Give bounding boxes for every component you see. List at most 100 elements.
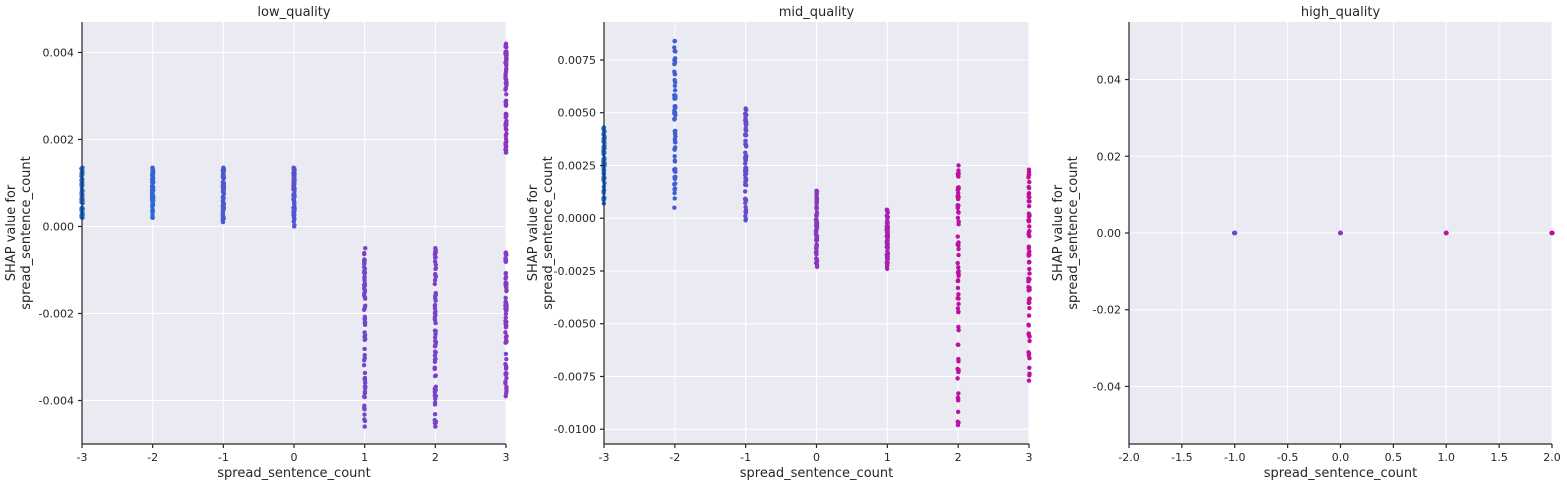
data-point (956, 219, 961, 224)
data-point (885, 254, 890, 259)
x-tick-label: -2.0 (1118, 451, 1139, 464)
data-point (432, 338, 438, 344)
data-point (814, 256, 819, 261)
x-tick-label: 1.5 (1490, 451, 1508, 464)
data-point (292, 188, 297, 193)
data-point (362, 384, 368, 389)
data-point (956, 210, 961, 215)
y-tick-label: 0.0075 (558, 54, 597, 67)
data-point (432, 317, 438, 322)
y-tick-label: 0.002 (43, 133, 75, 146)
y-axis-label-line1: SHAP value for (4, 184, 19, 281)
data-point (743, 182, 748, 187)
data-point (673, 134, 678, 139)
data-point (955, 203, 960, 208)
data-point (814, 205, 819, 211)
data-point (432, 277, 438, 283)
data-point (956, 246, 961, 252)
data-point (433, 424, 438, 429)
data-point (1027, 305, 1032, 311)
data-point (743, 141, 748, 147)
data-point (672, 88, 678, 93)
x-tick-label: 0 (291, 451, 298, 464)
data-point (433, 266, 438, 272)
data-point (672, 103, 678, 109)
data-point (503, 85, 509, 91)
data-point (672, 190, 677, 196)
x-tick-label: 1 (361, 451, 368, 464)
data-point (1026, 331, 1031, 336)
data-point (503, 251, 508, 256)
data-point (956, 252, 961, 258)
data-point (362, 295, 368, 300)
data-point (1550, 230, 1555, 236)
data-point (743, 178, 749, 183)
data-point (814, 212, 819, 217)
data-point (672, 45, 677, 50)
data-point (362, 314, 368, 319)
x-tick-label: -1.5 (1171, 451, 1192, 464)
data-point (291, 171, 297, 176)
data-point (504, 323, 509, 328)
x-axis-label: spread_sentence_count (740, 466, 893, 481)
data-point (743, 138, 748, 144)
data-point (955, 306, 961, 311)
data-point (362, 337, 367, 343)
data-point (956, 265, 961, 270)
data-point (150, 167, 155, 172)
data-point (813, 250, 819, 255)
data-point (503, 361, 508, 367)
data-point (362, 286, 367, 292)
data-point (956, 359, 961, 364)
data-point (955, 278, 961, 283)
data-point (956, 324, 961, 330)
data-point (150, 191, 155, 197)
data-point (150, 213, 155, 219)
data-point (743, 157, 749, 163)
data-point (291, 209, 296, 215)
data-point (362, 380, 368, 385)
data-point (150, 188, 156, 193)
data-point (503, 315, 508, 320)
data-point (672, 154, 677, 159)
data-point (504, 319, 509, 325)
data-point (432, 311, 438, 316)
y-tick-label: 0.0025 (558, 159, 597, 172)
data-point (221, 175, 226, 181)
data-point (814, 238, 820, 243)
x-axis-label: spread_sentence_count (1264, 466, 1417, 481)
data-point (955, 296, 960, 301)
x-tick-label: -1.0 (1224, 451, 1245, 464)
data-point (672, 186, 678, 191)
data-point (361, 270, 367, 276)
panel-title: high_quality (1301, 5, 1381, 20)
data-point (743, 209, 748, 214)
x-tick-label: 0 (813, 451, 820, 464)
data-point (433, 384, 439, 389)
x-tick-label: 2 (955, 451, 962, 464)
data-point (955, 260, 960, 266)
data-point (672, 71, 678, 77)
data-point (814, 227, 819, 232)
x-tick-label: -1 (740, 451, 751, 464)
data-point (432, 344, 438, 349)
data-point (955, 395, 961, 400)
panel-title: low_quality (257, 5, 330, 20)
panel-mid-quality: mid_quality spread_sentence_count SHAP v… (526, 5, 1033, 481)
data-point (742, 189, 748, 194)
data-point (1027, 224, 1032, 229)
y-axis-label-line1: SHAP value for (1051, 184, 1066, 281)
data-point (672, 176, 678, 181)
y-tick-label: -0.0050 (554, 318, 596, 331)
data-point (433, 320, 438, 326)
data-point (503, 44, 508, 49)
data-point (1026, 194, 1031, 199)
data-point (503, 381, 508, 386)
data-point (673, 166, 678, 172)
data-point (743, 200, 748, 206)
x-tick-label: 2.0 (1543, 451, 1561, 464)
data-point (673, 94, 678, 99)
data-point (503, 276, 508, 281)
x-tick-label: -0.5 (1277, 451, 1298, 464)
data-point (221, 188, 226, 193)
